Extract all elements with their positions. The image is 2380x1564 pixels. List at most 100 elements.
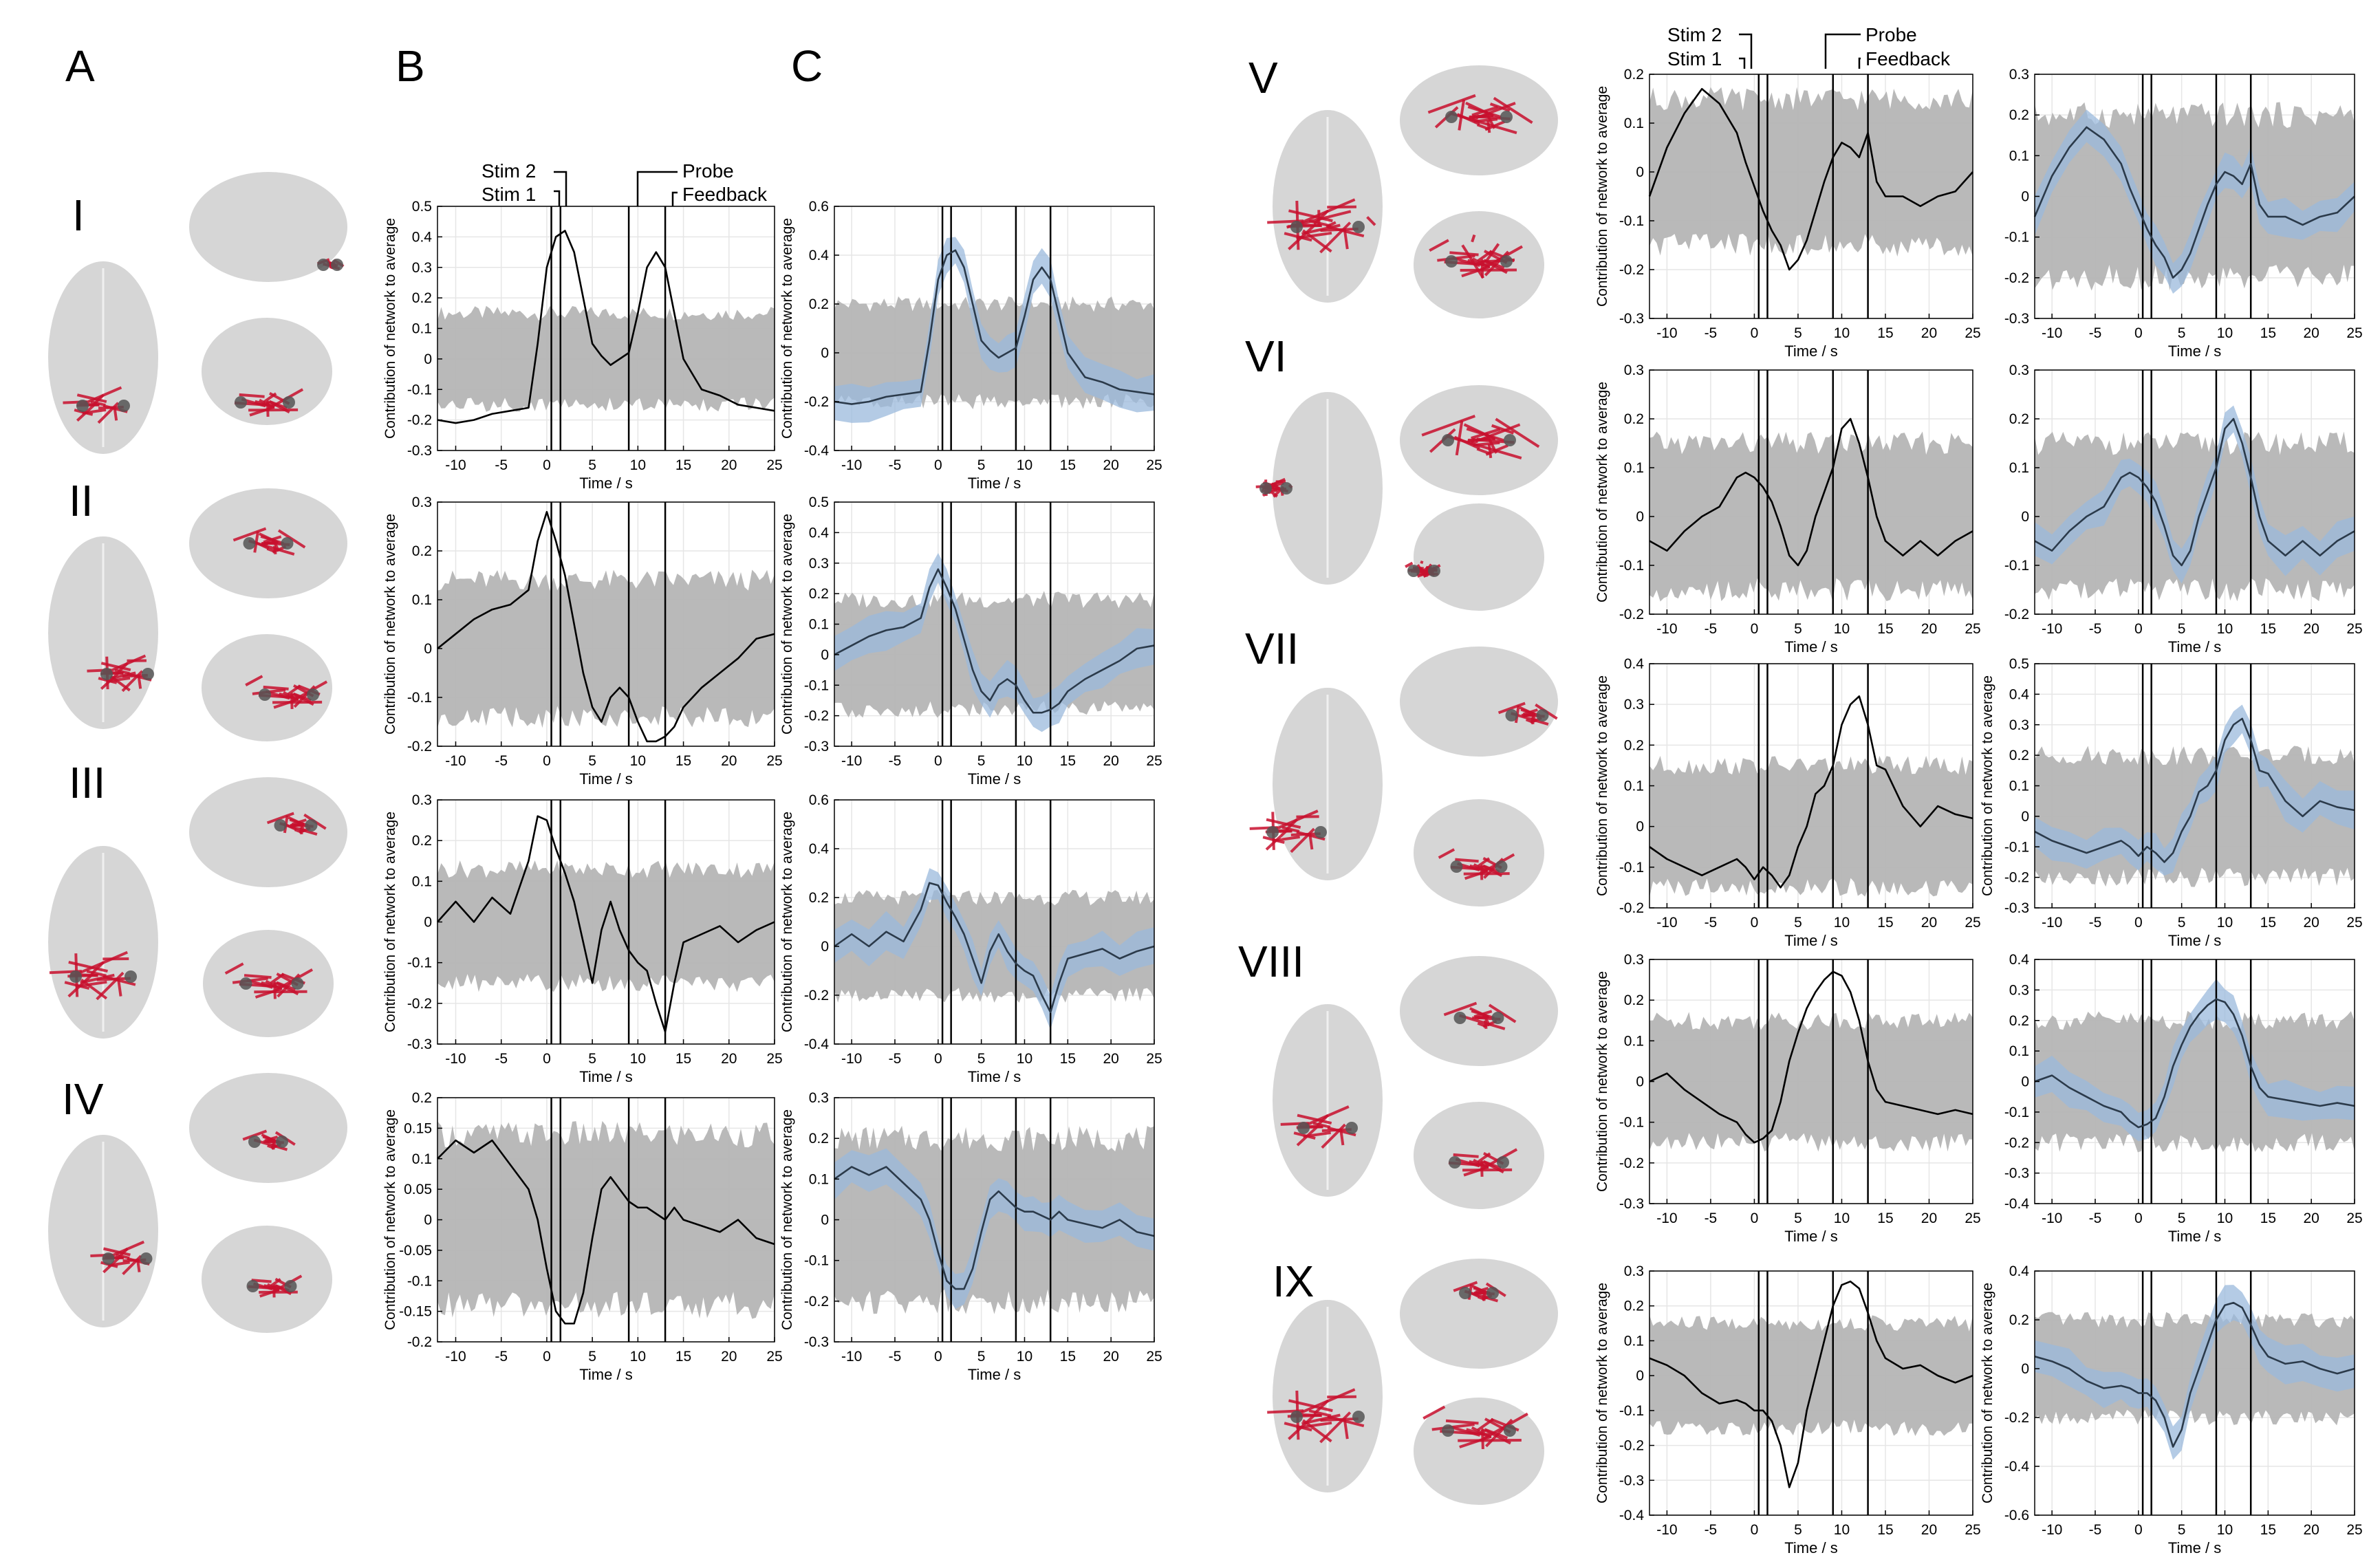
confidence-band: [834, 237, 1154, 423]
network-edge: [1484, 1020, 1488, 1030]
x-tick-label: 25: [766, 1051, 782, 1067]
series-line: [2034, 1301, 2355, 1448]
y-tick-label: -0.2: [804, 708, 829, 724]
network-edge: [1431, 1423, 1475, 1431]
x-tick-label: 5: [588, 457, 596, 473]
network-node: [142, 668, 154, 680]
null-envelope: [437, 860, 775, 992]
x-axis-label: Time / s: [579, 1366, 632, 1383]
x-axis-label: Time / s: [2168, 343, 2221, 360]
y-tick-label: 0.1: [2009, 460, 2029, 476]
series-line: [2034, 998, 2355, 1129]
confidence-band: [834, 868, 1154, 1030]
network-node: [1449, 1156, 1461, 1169]
network-node: [1442, 1424, 1454, 1437]
null-envelope: [1649, 431, 1973, 602]
x-tick-label: 10: [1834, 1210, 1850, 1226]
y-tick-label: 0.2: [809, 1131, 829, 1147]
x-axis-label: Time / s: [579, 475, 632, 492]
network-edge: [1453, 435, 1480, 450]
network-edge: [1469, 1160, 1489, 1169]
x-axis-label: Time / s: [579, 770, 632, 788]
x-tick-label: 5: [2178, 325, 2186, 341]
network-edge: [1455, 858, 1479, 863]
chart-c-v: -10 -5 0 5 10 15 20 25 -0.3 -0.2 -0.1 0 0.1 0.2 0.3 Tim…: [2004, 67, 2363, 360]
network-edge: [90, 400, 106, 406]
x-tick-label: 5: [588, 1051, 596, 1067]
y-tick-label: 0: [2021, 509, 2029, 525]
network-label-vi: VI: [1245, 332, 1286, 381]
x-tick-label: -10: [2042, 621, 2062, 637]
x-tick-label: 5: [588, 1349, 596, 1365]
network-node: [283, 396, 295, 409]
y-tick-label: -0.3: [2004, 311, 2029, 327]
network-edge: [252, 540, 270, 550]
label-probe: Probe: [682, 160, 734, 182]
network-edge: [86, 970, 107, 977]
network-edge: [1461, 244, 1484, 279]
y-tick-label: -0.1: [407, 1273, 432, 1289]
chart-b-iv: -10 -5 0 5 10 15 20 25 -0.2 -0.15 -0.1 -0.05 0 0.05 0.…: [382, 1090, 783, 1383]
y-tick-label: -0.05: [399, 1243, 432, 1259]
network-edge: [75, 980, 107, 988]
x-tick-label: -5: [2089, 325, 2102, 341]
y-tick-label: 0.1: [809, 1171, 829, 1187]
x-tick-label: -5: [495, 1051, 508, 1067]
y-tick-label: 0.3: [809, 1090, 829, 1106]
y-tick-label: 0.4: [809, 841, 830, 857]
chart-c-vi: -10 -5 0 5 10 15 20 25 -0.2 -0.1 0 0.1 0.2 0.3 Time / …: [2004, 362, 2363, 655]
plot-frame: [1649, 74, 1973, 319]
network-node: [284, 1280, 297, 1292]
network-node: [281, 537, 294, 550]
x-tick-label: 0: [1751, 325, 1759, 341]
y-tick-label: 0: [2021, 809, 2029, 825]
x-tick-label: -10: [1656, 915, 1677, 931]
x-tick-label: 15: [675, 753, 691, 769]
network-edge: [1475, 1286, 1489, 1294]
network-node: [1453, 1012, 1467, 1024]
series-line: [834, 1166, 1155, 1290]
y-tick-label: 0.3: [1624, 1263, 1644, 1279]
y-tick-label: 0.6: [809, 792, 829, 808]
chart-c-ii: -10 -5 0 5 10 15 20 25 -0.3 -0.2 -0.1 0 0.1 0.2 0.3 0.4…: [779, 495, 1162, 788]
y-tick-label: -0.2: [407, 996, 432, 1012]
network-node: [140, 1252, 153, 1265]
x-tick-label: 25: [1146, 753, 1162, 769]
x-tick-label: 25: [2346, 915, 2362, 931]
network-node: [1266, 826, 1279, 838]
x-tick-label: 20: [2303, 325, 2319, 341]
y-tick-label: 0: [1636, 819, 1644, 835]
network-edge: [1281, 826, 1300, 833]
y-tick-label: 0.2: [412, 543, 432, 559]
x-tick-label: 20: [2303, 915, 2319, 931]
y-tick-label: 0.1: [1624, 779, 1644, 794]
network-node: [1259, 482, 1272, 495]
network-edge: [273, 545, 277, 555]
y-tick-label: -0.1: [2004, 230, 2029, 246]
y-tick-label: -0.3: [407, 1036, 432, 1052]
x-tick-label: 0: [934, 1349, 942, 1365]
x-tick-label: -5: [1705, 1210, 1718, 1226]
y-tick-label: 0.1: [809, 617, 829, 633]
x-tick-label: 15: [1877, 1522, 1893, 1538]
y-tick-label: 0.2: [1624, 67, 1644, 83]
y-axis-label: Contribution of network to average: [779, 812, 795, 1032]
y-axis-label: Contribution of network to average: [382, 514, 398, 735]
x-tick-label: 10: [1017, 457, 1032, 473]
network-edge: [1473, 1010, 1493, 1019]
network-edge: [1416, 564, 1427, 578]
brain-coronal: [202, 1226, 332, 1333]
network-label-ii: II: [69, 476, 94, 525]
x-tick-label: -5: [2089, 621, 2102, 637]
y-tick-label: -0.1: [407, 690, 432, 706]
network-edge: [263, 392, 277, 404]
x-tick-label: -5: [495, 1349, 508, 1365]
network-node: [1486, 1287, 1499, 1299]
x-tick-label: 20: [1103, 1349, 1118, 1365]
y-tick-label: 0.2: [1624, 1299, 1644, 1314]
y-tick-label: -0.1: [2004, 1105, 2029, 1120]
network-edge: [109, 675, 131, 692]
y-axis-label: Contribution of network to average: [779, 218, 795, 439]
chart-b-vii: -10 -5 0 5 10 15 20 25 -0.2 -0.1 0 0.1 0.2 0.3 0.4 Time…: [1594, 656, 1981, 949]
network-node: [100, 668, 113, 680]
